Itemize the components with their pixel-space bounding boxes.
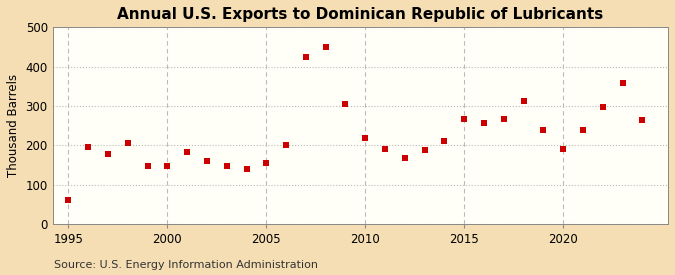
Point (281, 143, 292, 147)
Point (261, 161, 272, 165)
Point (142, 164, 153, 168)
Point (321, 45, 331, 49)
Point (182, 150, 192, 155)
Point (637, 117, 648, 122)
Point (439, 139, 450, 144)
Point (558, 147, 568, 152)
Y-axis label: Thousand Barrels: Thousand Barrels (7, 74, 20, 177)
Point (498, 116, 509, 121)
Point (617, 81, 628, 85)
Point (360, 136, 371, 141)
Point (538, 127, 549, 132)
Point (162, 164, 173, 168)
Point (597, 104, 608, 109)
Title: Annual U.S. Exports to Dominican Republic of Lubricants: Annual U.S. Exports to Dominican Republi… (117, 7, 603, 22)
Point (221, 164, 232, 168)
Point (103, 152, 113, 156)
Point (241, 167, 252, 171)
Point (122, 141, 133, 145)
Point (63, 197, 74, 202)
Point (459, 116, 470, 121)
Point (518, 99, 529, 103)
Point (202, 159, 213, 163)
Point (479, 120, 489, 125)
Point (300, 55, 311, 59)
Text: Source: U.S. Energy Information Administration: Source: U.S. Energy Information Administ… (54, 260, 318, 270)
Point (419, 148, 430, 152)
Point (83, 144, 94, 149)
Point (340, 102, 351, 106)
Point (400, 156, 410, 160)
Point (578, 127, 589, 132)
Point (379, 147, 390, 152)
